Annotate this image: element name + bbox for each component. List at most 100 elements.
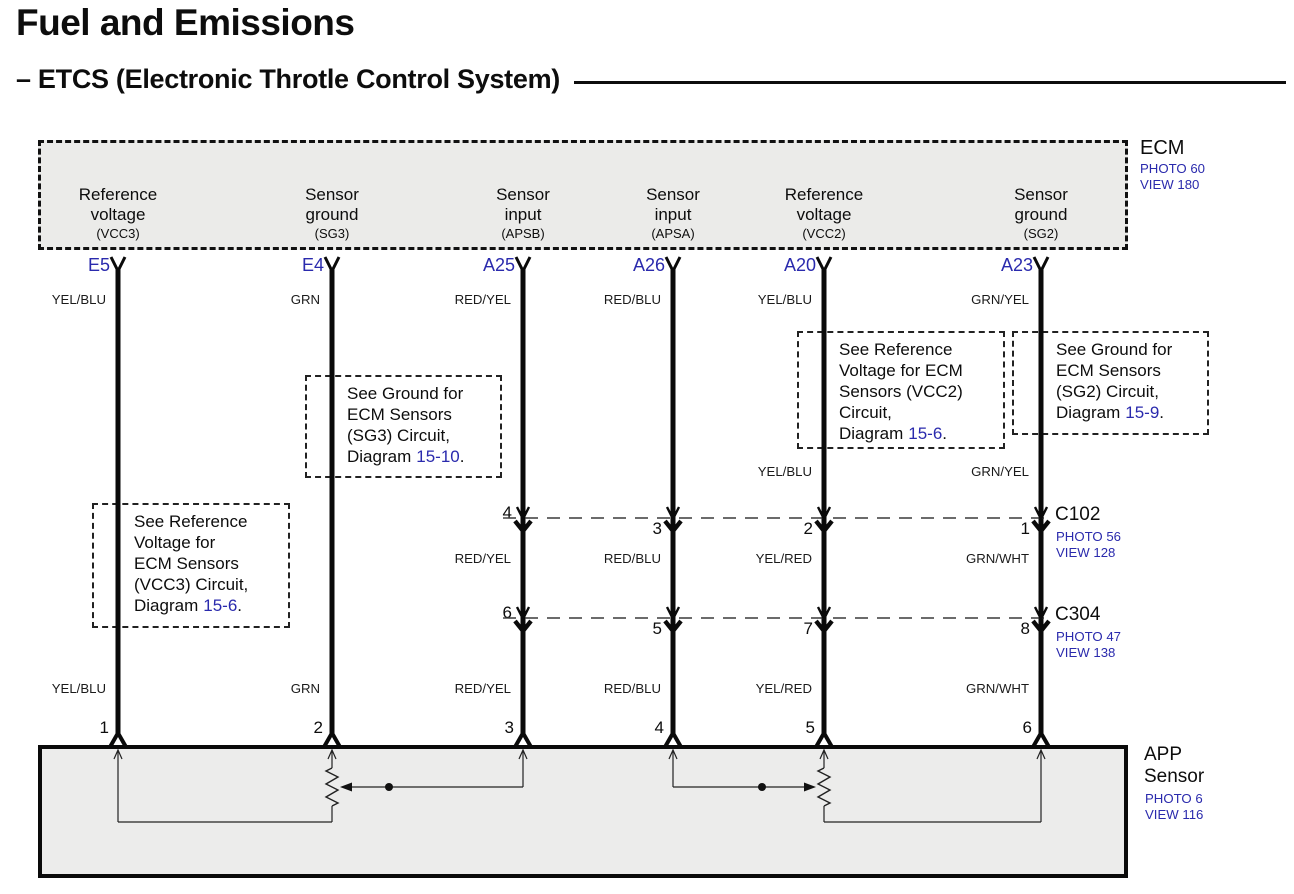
wire-color-c102-5: YEL/RED xyxy=(755,551,812,566)
wire-color-bot-6: GRN/WHT xyxy=(966,681,1029,696)
app-terminal-chevrons xyxy=(108,728,1051,748)
note-vcc2-box: See Reference Voltage for ECM Sensors (V… xyxy=(797,331,1005,449)
ecm-col1-function: Reference voltage xyxy=(78,185,158,224)
diagram-word: Diagram xyxy=(839,424,904,443)
diagram-suffix: . xyxy=(459,447,465,466)
ecm-pin-a26: A26 xyxy=(632,255,665,275)
ecm-col2-function: Sensor ground xyxy=(305,185,359,224)
diagram-ref-vcc3[interactable]: 15-6 xyxy=(203,596,238,615)
junction-dot-left xyxy=(385,783,393,791)
app-pin-1: 1 xyxy=(99,718,109,737)
c102-pin-4: 4 xyxy=(502,503,512,522)
c304-junctions xyxy=(513,606,1051,635)
wire-color-mid-6: GRN/YEL xyxy=(971,464,1029,479)
c102-pin-3: 3 xyxy=(652,519,662,538)
ecm-col3-function: Sensor input xyxy=(496,185,550,224)
c102-pin-1: 1 xyxy=(1020,519,1030,538)
c304-pin-5: 5 xyxy=(652,619,662,638)
ecm-col4-function: Sensor input xyxy=(646,185,700,224)
app-sensor-name: APP Sensor xyxy=(1144,744,1205,787)
wire-color-top-4: RED/BLU xyxy=(603,292,661,307)
note-sg2-diagram: Diagram 15-9. xyxy=(1056,402,1207,423)
wires xyxy=(115,269,1044,736)
ecm-pin-e5: E5 xyxy=(87,255,110,275)
c102-pin-2: 2 xyxy=(803,519,813,538)
diagram-ref-sg2[interactable]: 15-9 xyxy=(1125,403,1160,422)
ecm-col3-code: (APSB) xyxy=(501,226,545,241)
app-internal-circuit xyxy=(113,748,1046,823)
diagram-suffix: . xyxy=(942,424,948,443)
ecm-pin-a20: A20 xyxy=(783,255,816,275)
app-pin-3: 3 xyxy=(504,718,514,737)
ecm-terminal-forks xyxy=(109,256,1050,275)
c102-view-ref[interactable]: VIEW 128 xyxy=(1056,545,1116,560)
wire-color-top-5: YEL/BLU xyxy=(757,292,812,307)
wire-color-top-2: GRN xyxy=(290,292,320,307)
section-rule xyxy=(574,81,1286,84)
c102-junctions xyxy=(513,506,1051,535)
ecm-pin-a23: A23 xyxy=(1000,255,1033,275)
c102-photo-ref[interactable]: PHOTO 56 xyxy=(1056,529,1121,544)
app-view-ref[interactable]: VIEW 116 xyxy=(1145,807,1204,822)
wire-color-c102-6: GRN/WHT xyxy=(966,551,1029,566)
ecm-box xyxy=(38,140,1128,250)
note-vcc3-box: See Reference Voltage for ECM Sensors (V… xyxy=(92,503,290,628)
wire-color-bot-1: YEL/BLU xyxy=(51,681,106,696)
ecm-col6-code: (SG2) xyxy=(1023,226,1059,241)
wire-color-bot-2: GRN xyxy=(290,681,320,696)
ecm-col4-code: (APSA) xyxy=(651,226,695,241)
connector-dashed-lines xyxy=(503,517,1044,619)
ecm-photo-ref[interactable]: PHOTO 60 xyxy=(1140,161,1205,176)
ecm-col2-code: (SG3) xyxy=(314,226,350,241)
ecm-pin-a25: A25 xyxy=(482,255,515,275)
app-pin-2: 2 xyxy=(313,718,323,737)
section-title: – ETCS (Electronic Throtle Control Syste… xyxy=(16,64,560,94)
note-vcc2-diagram: Diagram 15-6. xyxy=(839,423,1003,444)
wire-color-bot-4: RED/BLU xyxy=(603,681,661,696)
c304-pin-8: 8 xyxy=(1020,619,1030,638)
connector-c102-name: C102 xyxy=(1055,504,1101,525)
wiper-arrow-left xyxy=(340,782,352,792)
note-vcc3-diagram: Diagram 15-6. xyxy=(134,595,288,616)
ecm-col6-function: Sensor ground xyxy=(1014,185,1068,224)
resistor-right xyxy=(816,767,832,807)
ecm-col1-code: (VCC3) xyxy=(96,226,140,241)
wire-color-mid-5: YEL/BLU xyxy=(757,464,812,479)
page-title: Fuel and Emissions xyxy=(16,2,355,43)
diagram-suffix: . xyxy=(1159,403,1165,422)
wire-color-top-6: GRN/YEL xyxy=(971,292,1029,307)
diagram-ref-sg3[interactable]: 15-10 xyxy=(416,447,460,466)
section-header: – ETCS (Electronic Throtle Control Syste… xyxy=(16,64,1290,95)
note-sg2-text: See Ground for ECM Sensors (SG2) Circuit… xyxy=(1056,340,1173,401)
app-sensor-box xyxy=(38,745,1128,878)
c304-pin-7: 7 xyxy=(803,619,813,638)
diagram-word: Diagram xyxy=(347,447,412,466)
app-pin-6: 6 xyxy=(1022,718,1032,737)
c304-photo-ref[interactable]: PHOTO 47 xyxy=(1056,629,1121,644)
c304-view-ref[interactable]: VIEW 138 xyxy=(1056,645,1116,660)
wire-color-top-1: YEL/BLU xyxy=(51,292,106,307)
ecm-name: ECM xyxy=(1140,137,1185,159)
app-photo-ref[interactable]: PHOTO 6 xyxy=(1145,791,1203,806)
diagram-ref-vcc2[interactable]: 15-6 xyxy=(908,424,943,443)
junction-dot-right xyxy=(758,783,766,791)
wire-color-bot-5: YEL/RED xyxy=(755,681,812,696)
note-vcc2-text: See Reference Voltage for ECM Sensors (V… xyxy=(839,340,963,422)
wire-color-c102-3: RED/YEL xyxy=(454,551,511,566)
diagram-suffix: . xyxy=(237,596,243,615)
app-pin-4: 4 xyxy=(654,718,664,737)
ecm-pin-e4: E4 xyxy=(301,255,324,275)
note-sg3-diagram: Diagram 15-10. xyxy=(347,446,500,467)
connector-c304-name: C304 xyxy=(1055,604,1101,625)
ecm-col5-function: Reference voltage xyxy=(784,185,864,224)
diagram-word: Diagram xyxy=(134,596,199,615)
wiper-arrow-right xyxy=(804,782,816,792)
wire-color-top-3: RED/YEL xyxy=(454,292,511,307)
note-sg2-box: See Ground for ECM Sensors (SG2) Circuit… xyxy=(1012,331,1209,435)
note-vcc3-text: See Reference Voltage for ECM Sensors (V… xyxy=(134,512,249,594)
wire-color-c102-4: RED/BLU xyxy=(603,551,661,566)
resistor-left xyxy=(324,767,340,807)
ecm-view-ref[interactable]: VIEW 180 xyxy=(1140,177,1200,192)
